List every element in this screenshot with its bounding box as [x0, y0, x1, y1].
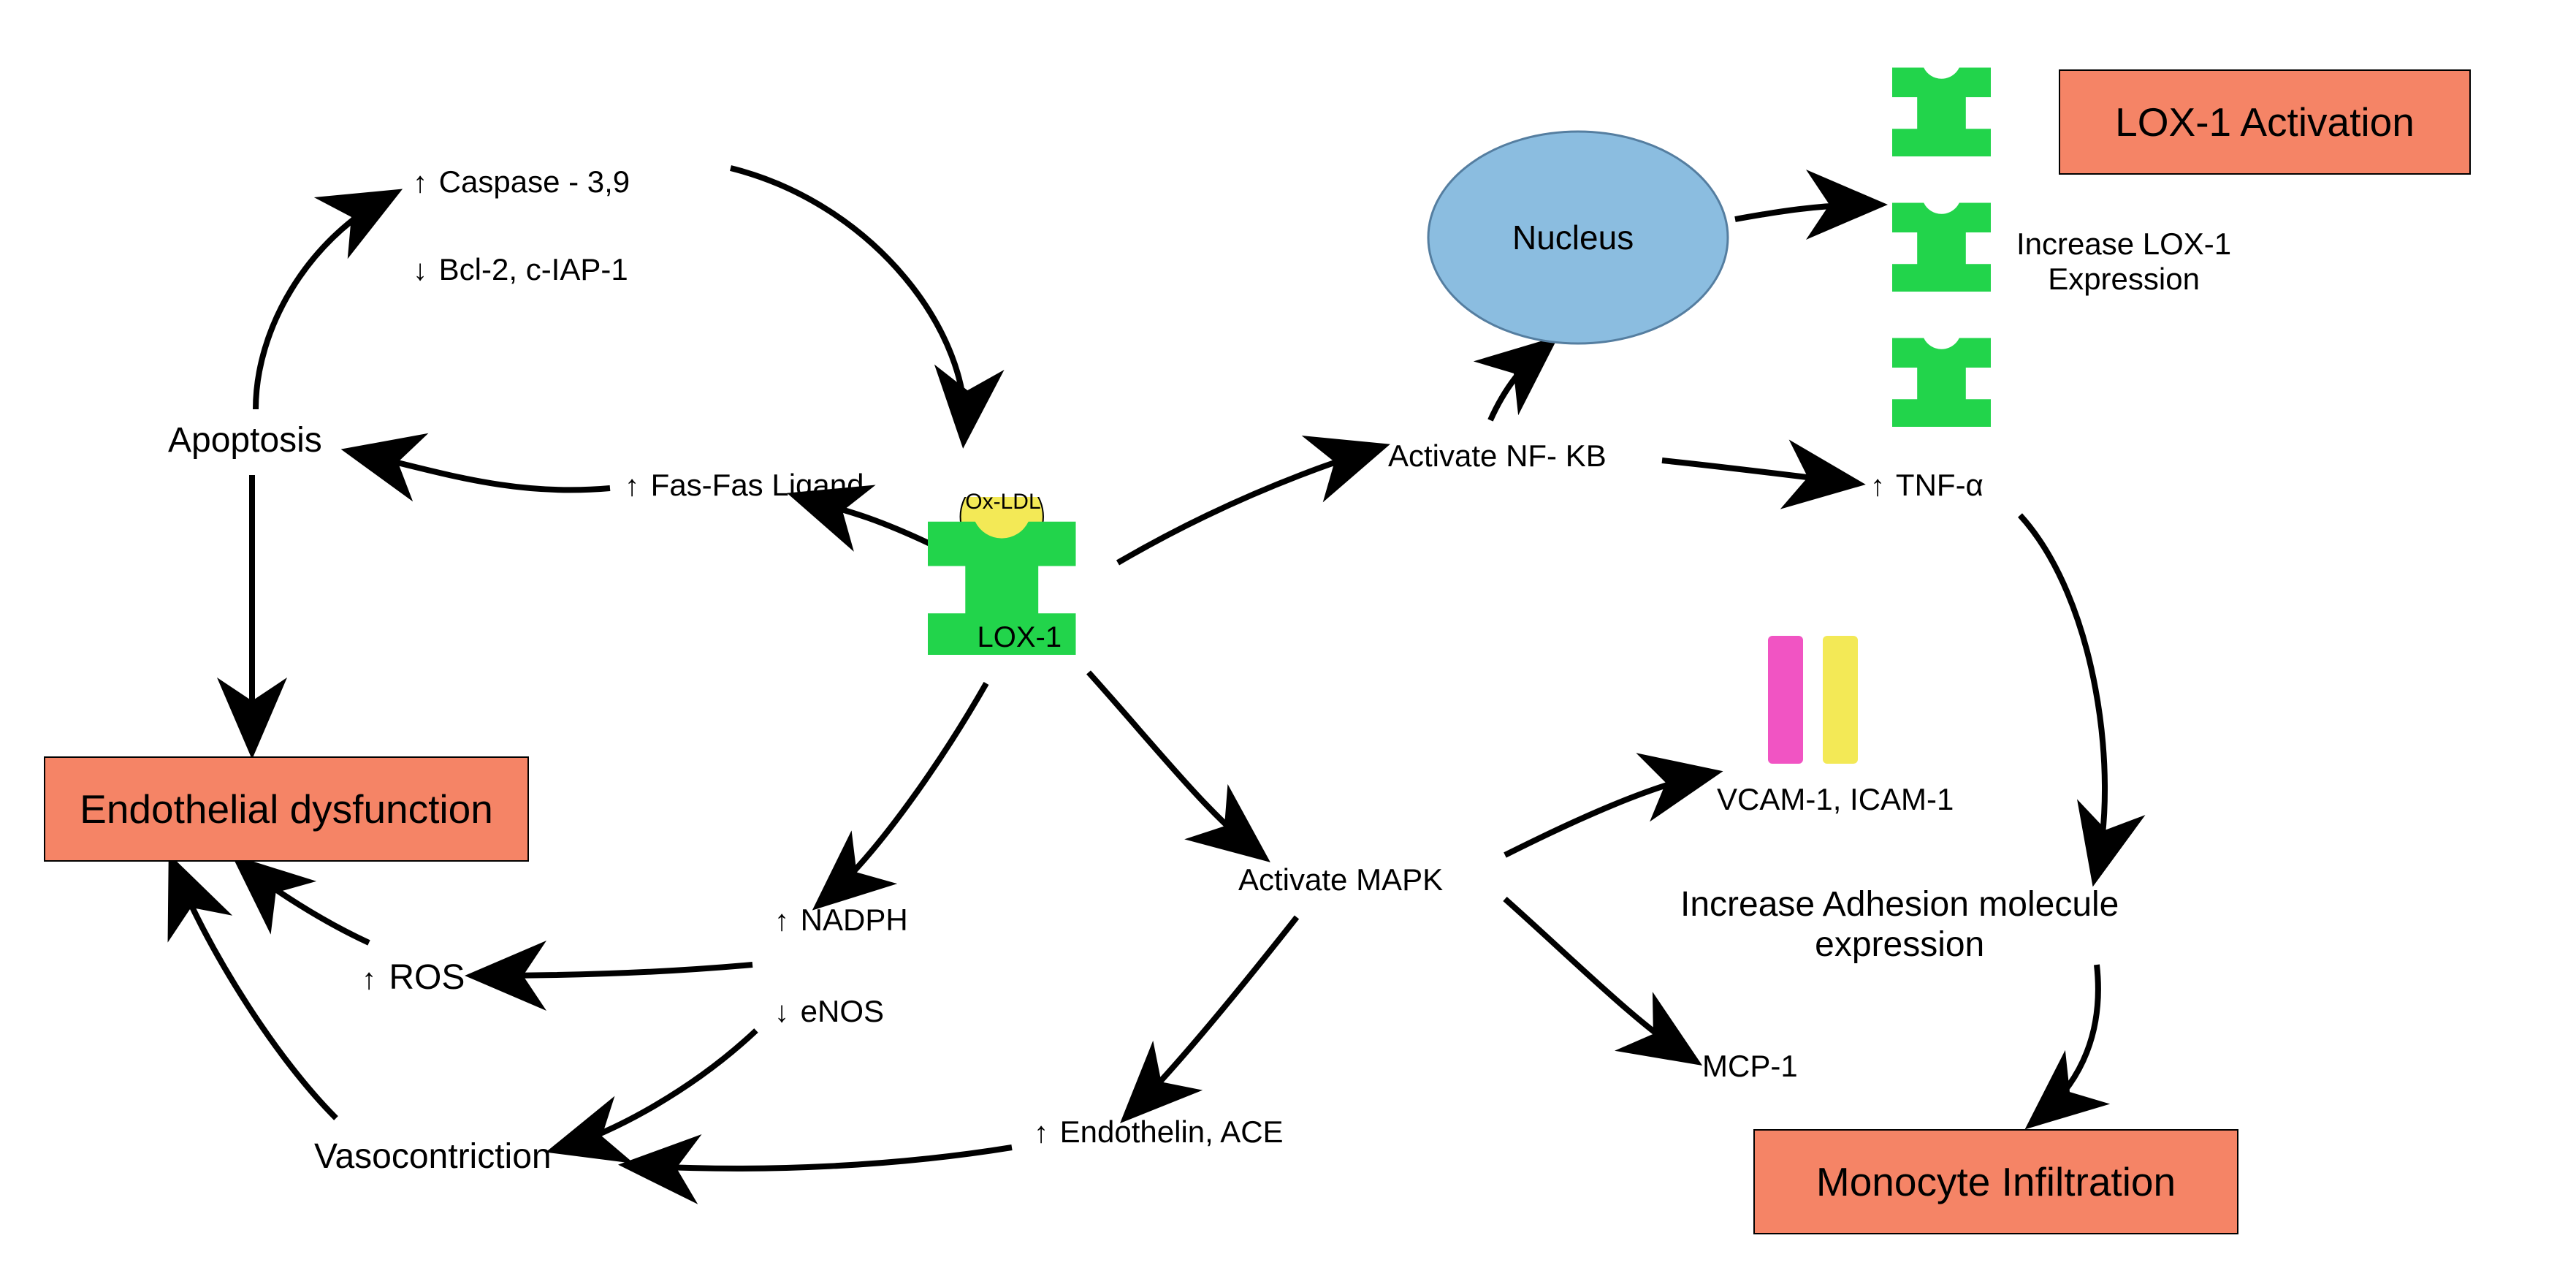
- box-monocyte-infiltration: Monocyte Infiltration: [1753, 1129, 2238, 1234]
- down-arrow-icon: ↓: [413, 254, 430, 287]
- label-ros: ↑ ROS: [362, 957, 465, 998]
- arrow-nfkb-to-tnf: [1662, 460, 1848, 482]
- arrow-nfkb-to-nucleus: [1490, 347, 1545, 420]
- vcam-bar-icon: [1768, 636, 1803, 764]
- label-nadph: ↑ NADPH: [774, 903, 908, 938]
- small-lox1-receptor-icon: [1892, 186, 1991, 295]
- box-lox1-label: LOX-1 Activation: [2115, 99, 2415, 145]
- icam-bar-icon: [1823, 636, 1858, 764]
- label-vasoconstriction: Vasocontriction: [314, 1136, 552, 1177]
- arrow-caspase-loop-down: [731, 168, 965, 431]
- label-text: NADPH: [801, 903, 908, 937]
- label-endothelinAce: ↑ Endothelin, ACE: [1034, 1115, 1284, 1150]
- up-arrow-icon: ↑: [774, 904, 792, 938]
- label-caspase: ↑ Caspase - 3,9: [413, 164, 630, 200]
- ox-ldl-label: Ox-LDL: [965, 490, 1040, 515]
- arrow-nucleus-to-receptors: [1735, 205, 1870, 219]
- label-apoptosis: Apoptosis: [168, 420, 322, 460]
- box-endo-label: Endothelial dysfunction: [80, 786, 493, 832]
- box-monocyte-label: Monocyte Infiltration: [1816, 1158, 2176, 1205]
- label-text: Increase LOX-1Expression: [2016, 227, 2231, 296]
- arrow-tnf-to-adhesion: [2020, 515, 2105, 870]
- diagram-canvas: LOX-1 Activation Endothelial dysfunction…: [0, 0, 2576, 1268]
- label-text: VCAM-1, ICAM-1: [1717, 782, 1954, 816]
- label-text: Increase Adhesion moleculeexpression: [1680, 885, 2119, 964]
- arrow-nadph-to-ros: [482, 965, 752, 976]
- label-text: Caspase - 3,9: [439, 164, 630, 199]
- arrow-lox1-to-mapk: [1089, 672, 1257, 851]
- arrow-lox1-to-nfkb: [1118, 449, 1373, 563]
- label-tnfA: ↑ TNF-α: [1870, 468, 1984, 503]
- label-increaseLox1: Increase LOX-1Expression: [2016, 227, 2231, 297]
- small-lox1-receptor-icon: [1892, 322, 1991, 430]
- small-lox1-receptor-icon: [1892, 51, 1991, 160]
- label-text: Vasocontriction: [314, 1137, 552, 1176]
- label-text: Fas-Fas Ligand: [651, 468, 864, 502]
- label-text: Bcl-2, c-IAP-1: [439, 252, 628, 286]
- svg-overlay: [0, 0, 2576, 1268]
- up-arrow-icon: ↑: [625, 469, 642, 503]
- nucleus-label: Nucleus: [1512, 219, 1634, 257]
- label-enos: ↓ eNOS: [774, 994, 884, 1029]
- label-vcamIcam: VCAM-1, ICAM-1: [1717, 782, 1954, 817]
- arrow-endothelin-to-vaso: [636, 1147, 1012, 1169]
- down-arrow-icon: ↓: [774, 995, 792, 1029]
- label-activateNFkB: Activate NF- KB: [1388, 439, 1607, 474]
- label-text: ROS: [389, 958, 465, 997]
- label-text: Endothelin, ACE: [1060, 1115, 1284, 1149]
- up-arrow-icon: ↑: [413, 166, 430, 200]
- label-text: TNF-α: [1896, 468, 1984, 502]
- label-text: Activate NF- KB: [1388, 439, 1607, 473]
- arrow-lox1-to-nadph: [826, 683, 986, 899]
- label-text: Apoptosis: [168, 421, 322, 460]
- label-adhesion: Increase Adhesion moleculeexpression: [1680, 884, 2119, 965]
- arrow-fas-to-apoptosis: [358, 453, 610, 490]
- label-text: eNOS: [801, 994, 884, 1028]
- arrow-enos-to-vaso: [563, 1030, 756, 1147]
- box-lox1-activation: LOX-1 Activation: [2059, 69, 2471, 175]
- arrow-apoptosis-to-caspase: [256, 197, 387, 409]
- arrow-vaso-to-endo: [175, 870, 336, 1118]
- up-arrow-icon: ↑: [1034, 1116, 1051, 1150]
- arrow-mapk-to-mcp1: [1505, 899, 1688, 1056]
- label-bcl2: ↓ Bcl-2, c-IAP-1: [413, 252, 628, 287]
- up-arrow-icon: ↑: [362, 963, 379, 996]
- label-text: Activate MAPK: [1238, 862, 1443, 897]
- label-mcp1: MCP-1: [1702, 1049, 1798, 1084]
- box-endothelial-dysfunction: Endothelial dysfunction: [44, 756, 529, 862]
- label-activateMapk: Activate MAPK: [1238, 862, 1443, 897]
- central-receptor-label: LOX-1: [978, 620, 1062, 654]
- arrow-mapk-to-endothelin: [1132, 917, 1297, 1111]
- arrows-group: [175, 168, 2105, 1169]
- label-text: MCP-1: [1702, 1049, 1798, 1083]
- arrow-mapk-to-vcam: [1505, 775, 1706, 855]
- up-arrow-icon: ↑: [1870, 469, 1888, 503]
- arrow-adhesion-to-monocyte: [2038, 965, 2098, 1118]
- label-fasLigand: ↑ Fas-Fas Ligand: [625, 468, 864, 503]
- arrow-ros-to-endo: [245, 866, 369, 943]
- arrow-lox1-to-fas: [804, 498, 931, 544]
